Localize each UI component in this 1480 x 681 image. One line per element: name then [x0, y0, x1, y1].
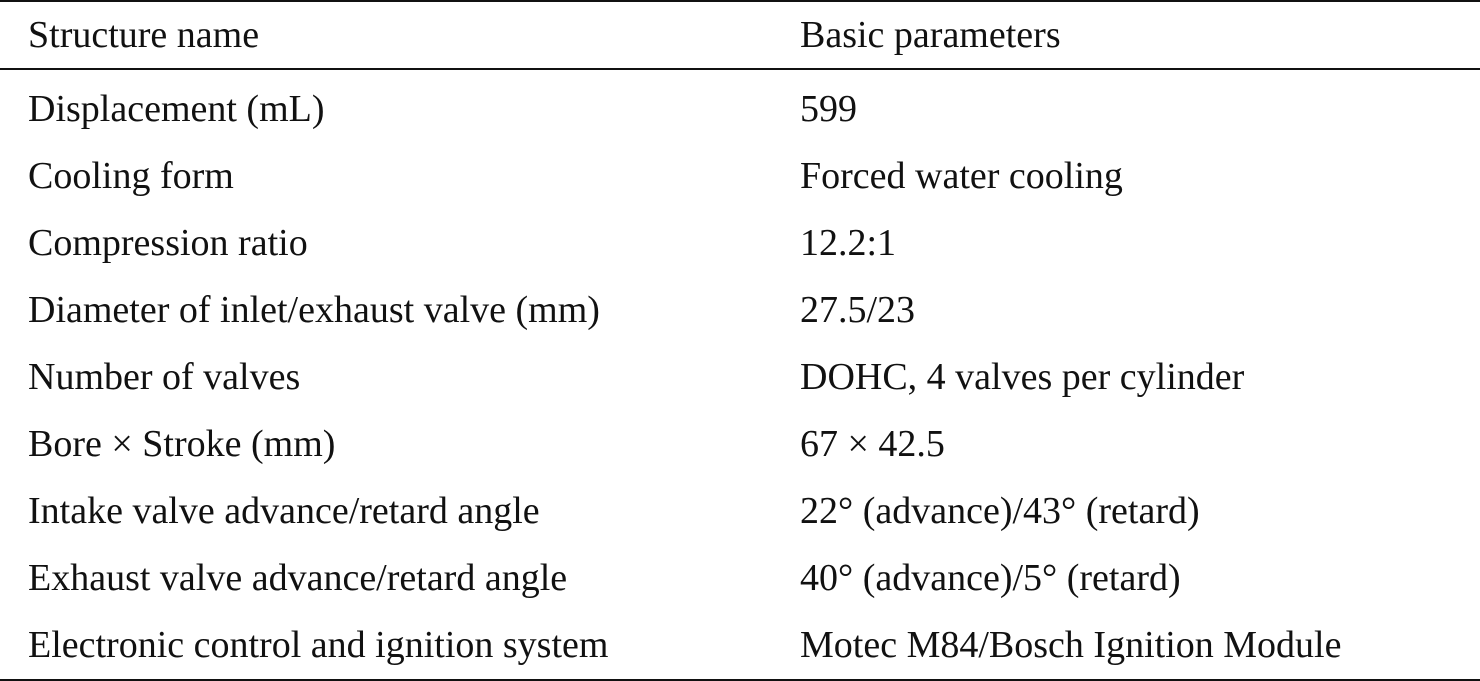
- row-structure-name: Exhaust valve advance/retard angle: [28, 557, 568, 599]
- table-header: Structure name Basic parameters: [0, 1, 1480, 69]
- table-row: Bore × Stroke (mm) 67 × 42.5: [0, 411, 1480, 478]
- table-row: Electronic control and ignition system M…: [0, 612, 1480, 680]
- table-row: Intake valve advance/retard angle 22° (a…: [0, 478, 1480, 545]
- header-basic-parameters: Basic parameters: [800, 14, 1061, 56]
- header-row: Structure name Basic parameters: [0, 1, 1480, 69]
- row-structure-name: Cooling form: [28, 155, 234, 197]
- row-parameter-value: 40° (advance)/5° (retard): [800, 557, 1181, 599]
- row-parameter-value: Forced water cooling: [800, 155, 1123, 197]
- table-body: Displacement (mL) 599 Cooling form Force…: [0, 69, 1480, 680]
- row-parameter-value: 599: [800, 88, 857, 130]
- row-structure-name: Displacement (mL): [28, 88, 325, 130]
- row-parameter-value: Motec M84/Bosch Ignition Module: [800, 624, 1342, 666]
- row-structure-name: Compression ratio: [28, 222, 308, 264]
- row-structure-name: Intake valve advance/retard angle: [28, 490, 540, 532]
- row-parameter-value: 22° (advance)/43° (retard): [800, 490, 1200, 532]
- table-row: Diameter of inlet/exhaust valve (mm) 27.…: [0, 277, 1480, 344]
- row-parameter-value: DOHC, 4 valves per cylinder: [800, 356, 1245, 398]
- row-parameter-value: 12.2:1: [800, 222, 897, 264]
- row-structure-name: Bore × Stroke (mm): [28, 423, 336, 465]
- table-row: Cooling form Forced water cooling: [0, 143, 1480, 210]
- table-row: Displacement (mL) 599: [0, 69, 1480, 143]
- table-row: Compression ratio 12.2:1: [0, 210, 1480, 277]
- header-structure-name: Structure name: [28, 14, 260, 56]
- row-parameter-value: 27.5/23: [800, 289, 916, 331]
- table-row: Exhaust valve advance/retard angle 40° (…: [0, 545, 1480, 612]
- table-row: Number of valves DOHC, 4 valves per cyli…: [0, 344, 1480, 411]
- row-structure-name: Diameter of inlet/exhaust valve (mm): [28, 289, 600, 331]
- row-structure-name: Electronic control and ignition system: [28, 624, 609, 666]
- row-structure-name: Number of valves: [28, 356, 301, 398]
- row-parameter-value: 67 × 42.5: [800, 423, 945, 465]
